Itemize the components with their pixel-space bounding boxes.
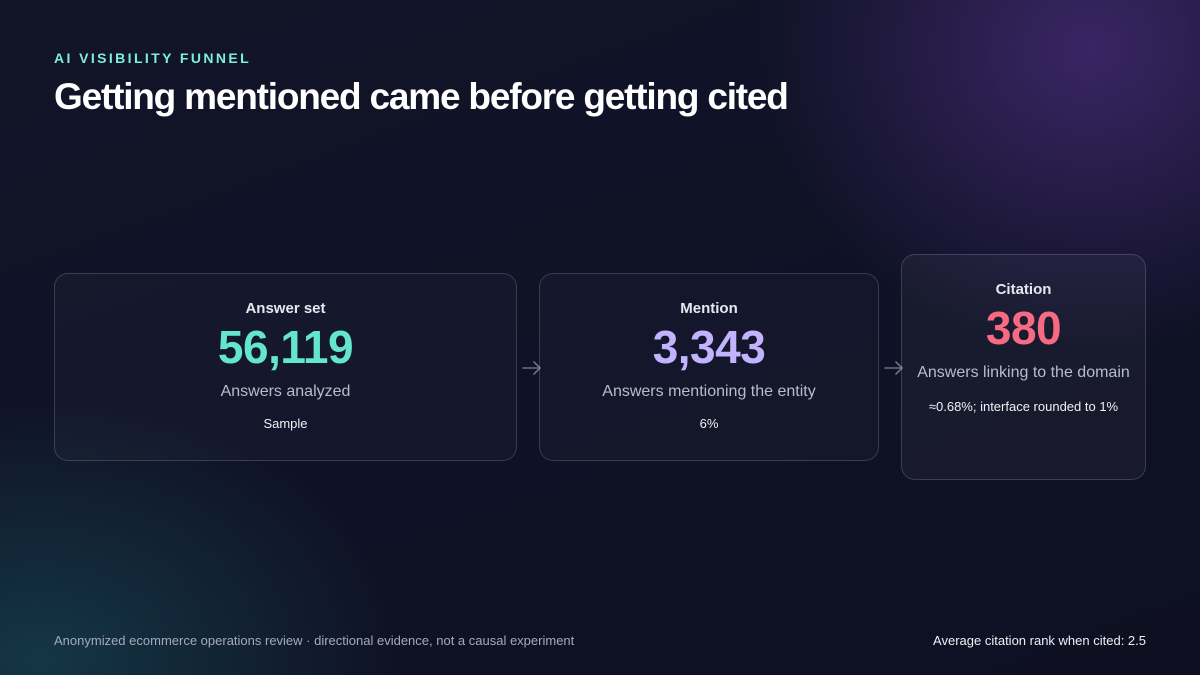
footer-source-note: Anonymized ecommerce operations review ·… (54, 633, 575, 648)
stage-label: Citation (995, 281, 1052, 298)
stage-description: Answers analyzed (220, 383, 351, 400)
stage-note: ≈0.68%; interface rounded to 1% (928, 399, 1119, 414)
funnel-card-citation: Citation 380 Answers linking to the doma… (901, 254, 1146, 480)
eyebrow-label: AI VISIBILITY FUNNEL (54, 50, 252, 66)
page-title: Getting mentioned came before getting ci… (54, 76, 789, 117)
stage-note: 6% (699, 416, 719, 431)
funnel-card-answer-set: Answer set 56,119 Answers analyzed Sampl… (54, 273, 517, 461)
stage-label: Mention (680, 300, 738, 317)
stage-description: Answers mentioning the entity (602, 383, 816, 400)
funnel-card-mention: Mention 3,343 Answers mentioning the ent… (539, 273, 879, 461)
footer-citation-rank: Average citation rank when cited: 2.5 (933, 633, 1146, 648)
stage-value: 3,343 (652, 321, 766, 373)
stage-value: 56,119 (217, 321, 354, 373)
stage-description: Answers linking to the domain (917, 364, 1130, 381)
arrow-right-icon (884, 361, 903, 375)
stage-label: Answer set (245, 300, 326, 317)
arrow-right-icon (522, 361, 541, 375)
stage-value: 380 (985, 302, 1062, 354)
stage-note: Sample (263, 416, 308, 431)
